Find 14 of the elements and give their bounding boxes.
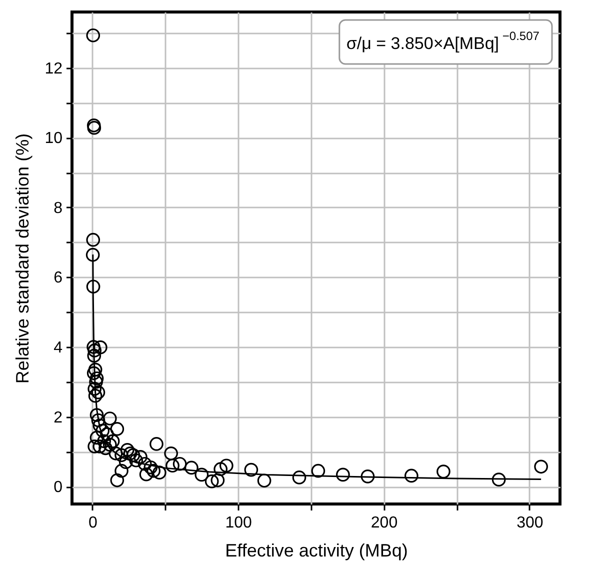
x-axis-title: Effective activity (MBq)	[225, 540, 408, 560]
y-tick-label: 0	[54, 479, 63, 496]
y-tick-label: 6	[54, 270, 63, 287]
x-tick-label: 300	[516, 514, 544, 532]
y-tick-label: 2	[54, 409, 63, 426]
x-tick-label: 200	[370, 514, 398, 532]
y-tick-label: 10	[44, 130, 63, 148]
x-tick-label: 0	[88, 514, 98, 532]
y-axis-title: Relative standard deviation (%)	[12, 133, 33, 384]
y-tick-label: 12	[44, 60, 63, 78]
y-tick-label: 8	[54, 200, 63, 217]
x-tick-label: 100	[225, 514, 252, 532]
annotation: σ/μ = 3.850×A[MBq]−0.507	[346, 29, 540, 53]
y-tick-label: 4	[54, 339, 63, 356]
